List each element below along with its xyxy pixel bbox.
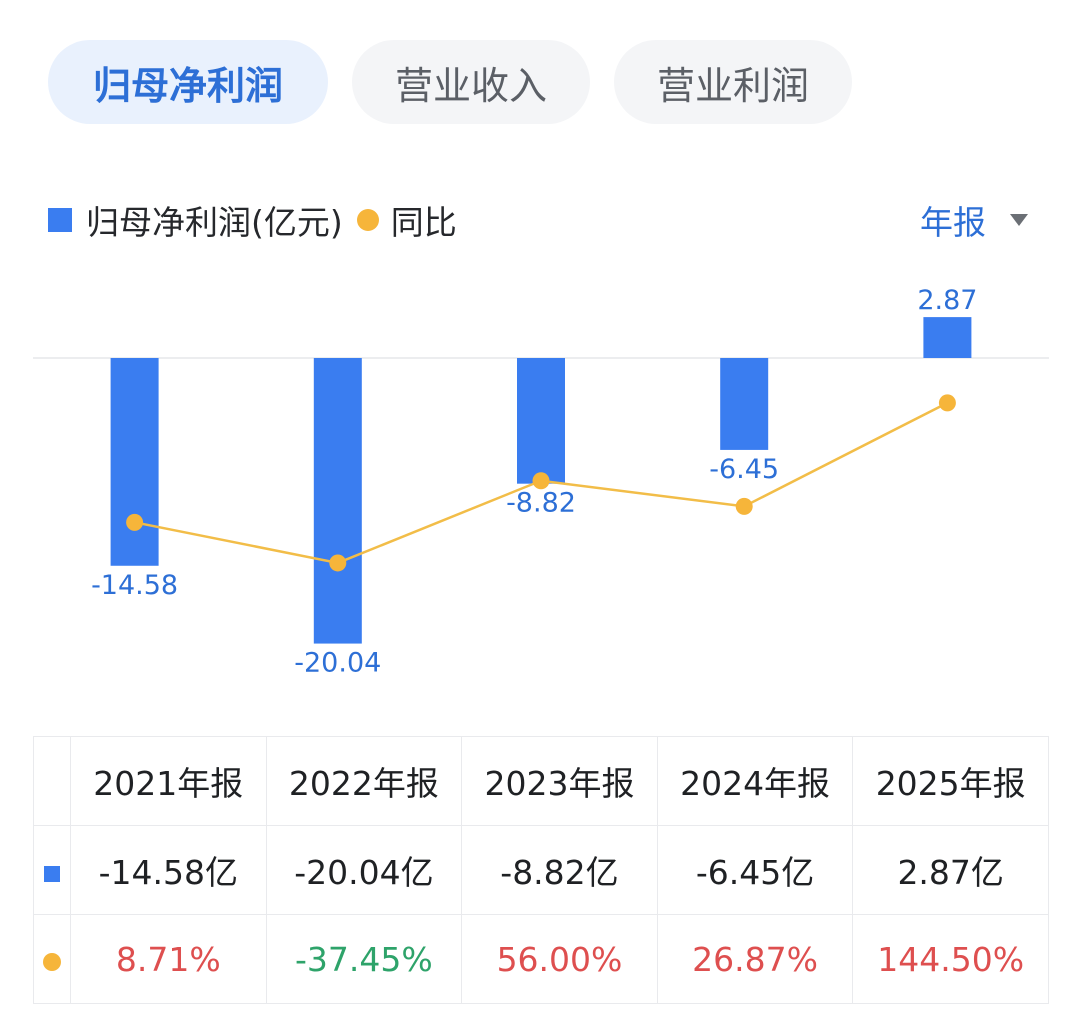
tab-revenue[interactable]: 营业收入 bbox=[352, 40, 590, 124]
chart-legend: 归母净利润(亿元) 同比 bbox=[48, 196, 457, 244]
table-value-cell: -8.82亿 bbox=[461, 825, 658, 915]
table-row-yoy: 8.71% -37.45% 56.00% 26.87% 144.50% bbox=[33, 914, 1049, 1004]
table-row-net-profit: -14.58亿 -20.04亿 -8.82亿 -6.45亿 2.87亿 bbox=[33, 825, 1049, 915]
table-value-cell: 2.87亿 bbox=[852, 825, 1049, 915]
bar-value-label: -8.82 bbox=[506, 488, 576, 519]
table-yoy-cell: 56.00% bbox=[461, 914, 658, 1004]
table-header-cell: 2023年报 bbox=[461, 736, 658, 826]
bar-2021年报[interactable] bbox=[110, 358, 159, 566]
table-yoy-cell: 144.50% bbox=[852, 914, 1049, 1004]
bar-2025年报[interactable] bbox=[923, 317, 972, 358]
bar-value-label: -14.58 bbox=[91, 570, 178, 601]
period-selector[interactable]: 年报 bbox=[920, 196, 1028, 244]
row-marker-cell bbox=[33, 825, 71, 915]
profit-chart: -14.58 -20.04 -8.82 -6.45 2.87 bbox=[33, 285, 1049, 679]
table-yoy-cell: 26.87% bbox=[656, 914, 854, 1004]
yoy-point-2022年报[interactable] bbox=[329, 554, 347, 572]
table-yoy-cell: -37.45% bbox=[265, 914, 463, 1004]
row-marker-cell bbox=[33, 914, 71, 1004]
bar-legend-swatch bbox=[48, 208, 72, 232]
table-corner-cell bbox=[33, 736, 71, 826]
tab-operating-profit[interactable]: 营业利润 bbox=[614, 40, 852, 124]
tab-net-profit[interactable]: 归母净利润 bbox=[48, 40, 328, 124]
table-header-cell: 2025年报 bbox=[852, 736, 1049, 826]
bar-2024年报[interactable] bbox=[720, 358, 769, 450]
yoy-point-2023年报[interactable] bbox=[532, 472, 550, 490]
table-value-cell: -14.58亿 bbox=[70, 825, 267, 915]
bar-legend-label: 归母净利润(亿元) bbox=[86, 203, 343, 242]
bar-2022年报[interactable] bbox=[313, 358, 362, 644]
triangle-down-icon bbox=[1010, 214, 1028, 226]
line-series-marker-icon bbox=[43, 952, 61, 971]
table-value-cell: -6.45亿 bbox=[656, 825, 854, 915]
line-legend-swatch bbox=[356, 209, 379, 231]
table-header-cell: 2022年报 bbox=[265, 736, 463, 826]
table-header-row: 2021年报 2022年报 2023年报 2024年报 2025年报 bbox=[33, 736, 1049, 826]
bar-value-label: -20.04 bbox=[294, 648, 381, 679]
bar-series-marker-icon bbox=[44, 865, 60, 882]
bar-value-label: 2.87 bbox=[917, 285, 977, 316]
yoy-point-2025年报[interactable] bbox=[938, 394, 956, 412]
line-legend-label: 同比 bbox=[390, 203, 457, 242]
table-header-cell: 2024年报 bbox=[656, 736, 854, 826]
yoy-point-2021年报[interactable] bbox=[126, 513, 144, 531]
table-yoy-cell: 8.71% bbox=[70, 914, 267, 1004]
bar-2023年报[interactable] bbox=[517, 358, 565, 484]
table-value-cell: -20.04亿 bbox=[265, 825, 463, 915]
data-table: 2021年报 2022年报 2023年报 2024年报 2025年报 -14.5… bbox=[33, 736, 1049, 1004]
period-selector-label: 年报 bbox=[920, 203, 986, 242]
yoy-point-2024年报[interactable] bbox=[735, 497, 753, 515]
table-header-cell: 2021年报 bbox=[70, 736, 267, 826]
bar-value-label: -6.45 bbox=[709, 454, 779, 485]
